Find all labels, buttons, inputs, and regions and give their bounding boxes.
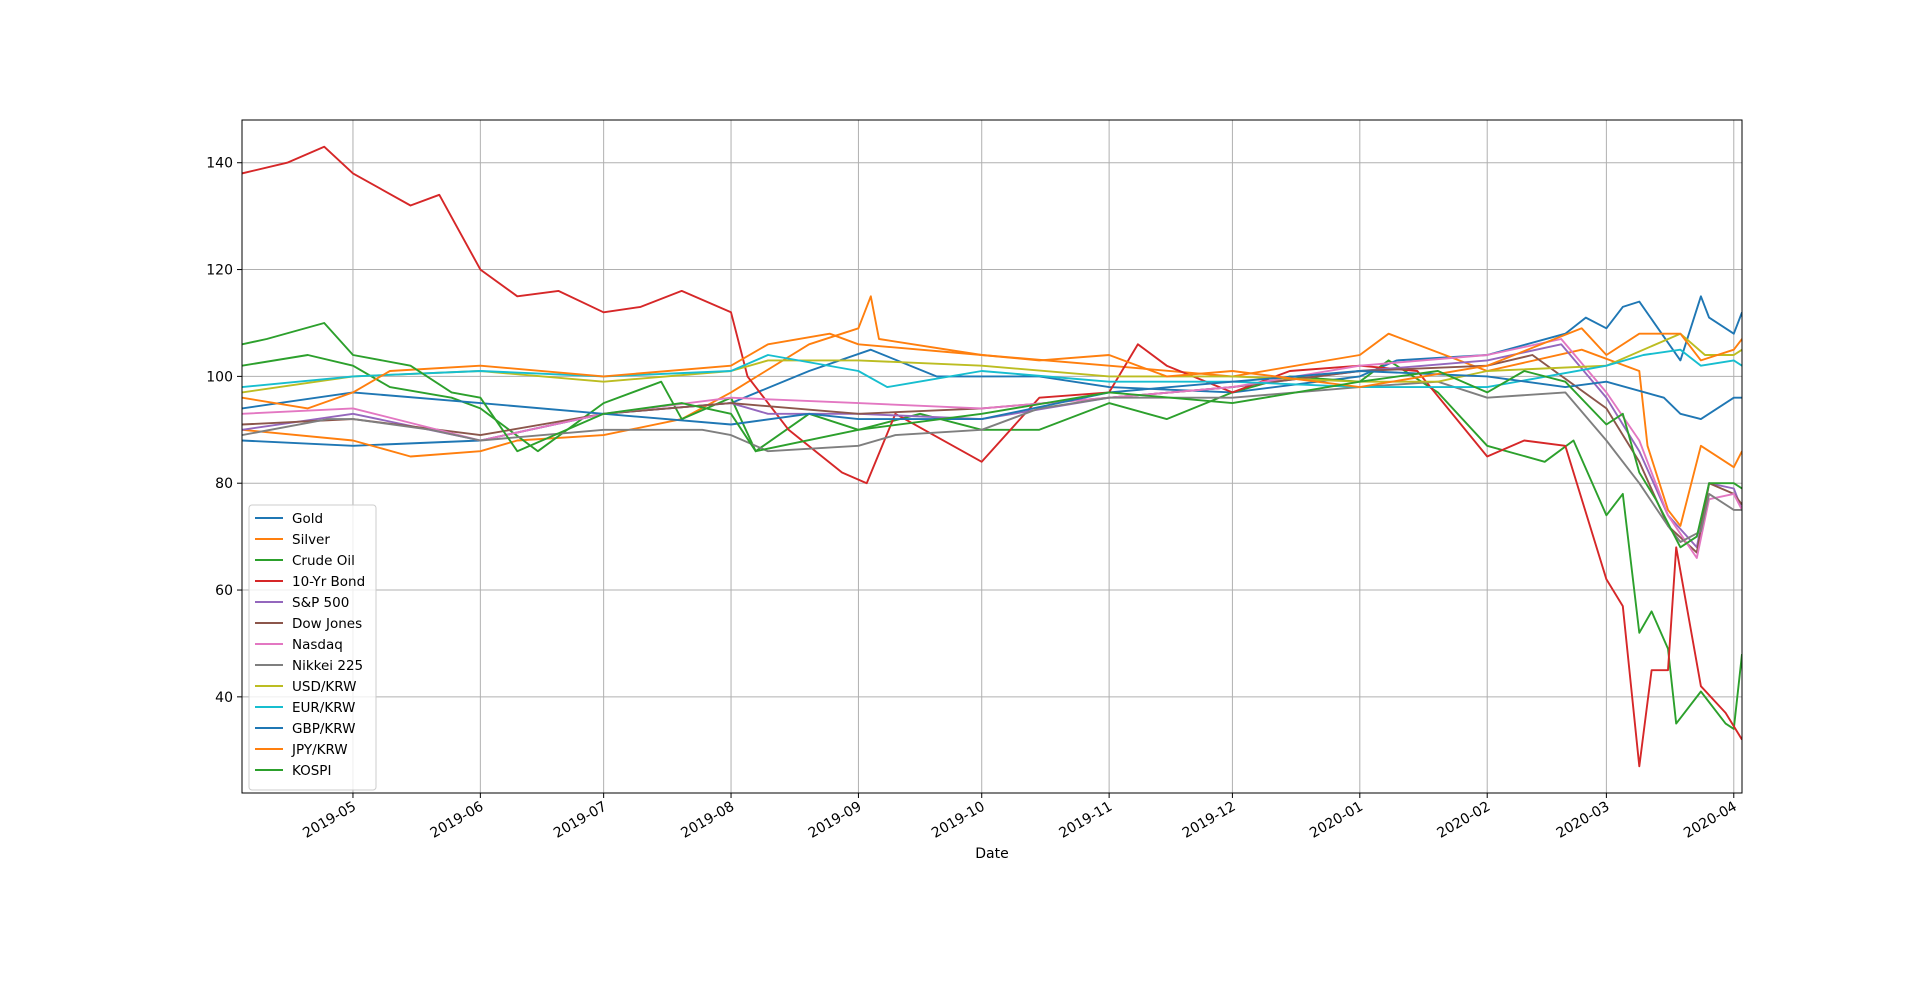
legend-label: 10-Yr Bond <box>292 574 365 590</box>
legend-label: Nikkei 225 <box>292 658 363 674</box>
series-line-gbp-krw <box>242 370 1742 426</box>
grid <box>242 120 1742 793</box>
x-tick-label: 2019-07 <box>551 799 610 842</box>
legend-label: JPY/KRW <box>291 742 348 758</box>
y-tick-label: 140 <box>206 156 233 172</box>
series-line-10-yr-bond <box>242 145 1742 768</box>
y-axis: 40 60 80 100 120 140 <box>206 156 242 706</box>
legend-box <box>248 504 377 791</box>
legend-label: Gold <box>292 511 323 527</box>
legend-label: Crude Oil <box>292 553 355 569</box>
y-tick-label: 60 <box>215 583 233 599</box>
x-tick-label: 2019-09 <box>806 799 865 842</box>
x-tick-label: 2019-11 <box>1056 799 1115 842</box>
legend-label: USD/KRW <box>292 679 356 695</box>
x-axis-label: Date <box>975 846 1008 862</box>
x-tick-label: 2020-01 <box>1307 799 1366 842</box>
x-tick-label: 2019-10 <box>929 799 988 842</box>
y-tick-label: 80 <box>215 476 233 492</box>
series-line-silver <box>242 295 1742 527</box>
legend: Gold Silver Crude Oil 10-Yr Bond S&P 500 Dow … <box>248 504 377 791</box>
y-tick-label: 100 <box>206 369 233 385</box>
legend-label: EUR/KRW <box>292 700 355 716</box>
plot-frame <box>241 119 1743 794</box>
x-tick-label: 2020-03 <box>1554 799 1613 842</box>
series-line-crude-oil <box>242 354 1742 730</box>
legend-label: GBP/KRW <box>292 721 355 737</box>
x-tick-label: 2019-06 <box>428 799 487 842</box>
legend-label: KOSPI <box>292 763 331 779</box>
x-axis: 2019-05 2019-06 2019-07 2019-08 2019-09 2019-… <box>300 793 1740 842</box>
y-tick-label: 40 <box>215 690 233 706</box>
legend-label: Nasdaq <box>292 637 343 653</box>
x-tick-label: 2019-12 <box>1180 799 1239 842</box>
legend-label: Silver <box>292 532 330 548</box>
legend-label: S&P 500 <box>292 595 349 611</box>
x-tick-label: 2019-08 <box>678 799 737 842</box>
x-tick-label: 2020-04 <box>1681 799 1740 842</box>
series-line-nikkei-225 <box>242 380 1742 543</box>
series-line-kospi <box>242 322 1742 549</box>
x-tick-label: 2019-05 <box>300 799 359 842</box>
y-tick-label: 120 <box>206 263 233 279</box>
series-line-jpy-krw <box>242 327 1742 410</box>
series-lines <box>242 145 1742 768</box>
series-line-usd-krw <box>242 332 1742 394</box>
x-tick-label: 2020-02 <box>1435 799 1494 842</box>
legend-label: Dow Jones <box>292 616 362 632</box>
